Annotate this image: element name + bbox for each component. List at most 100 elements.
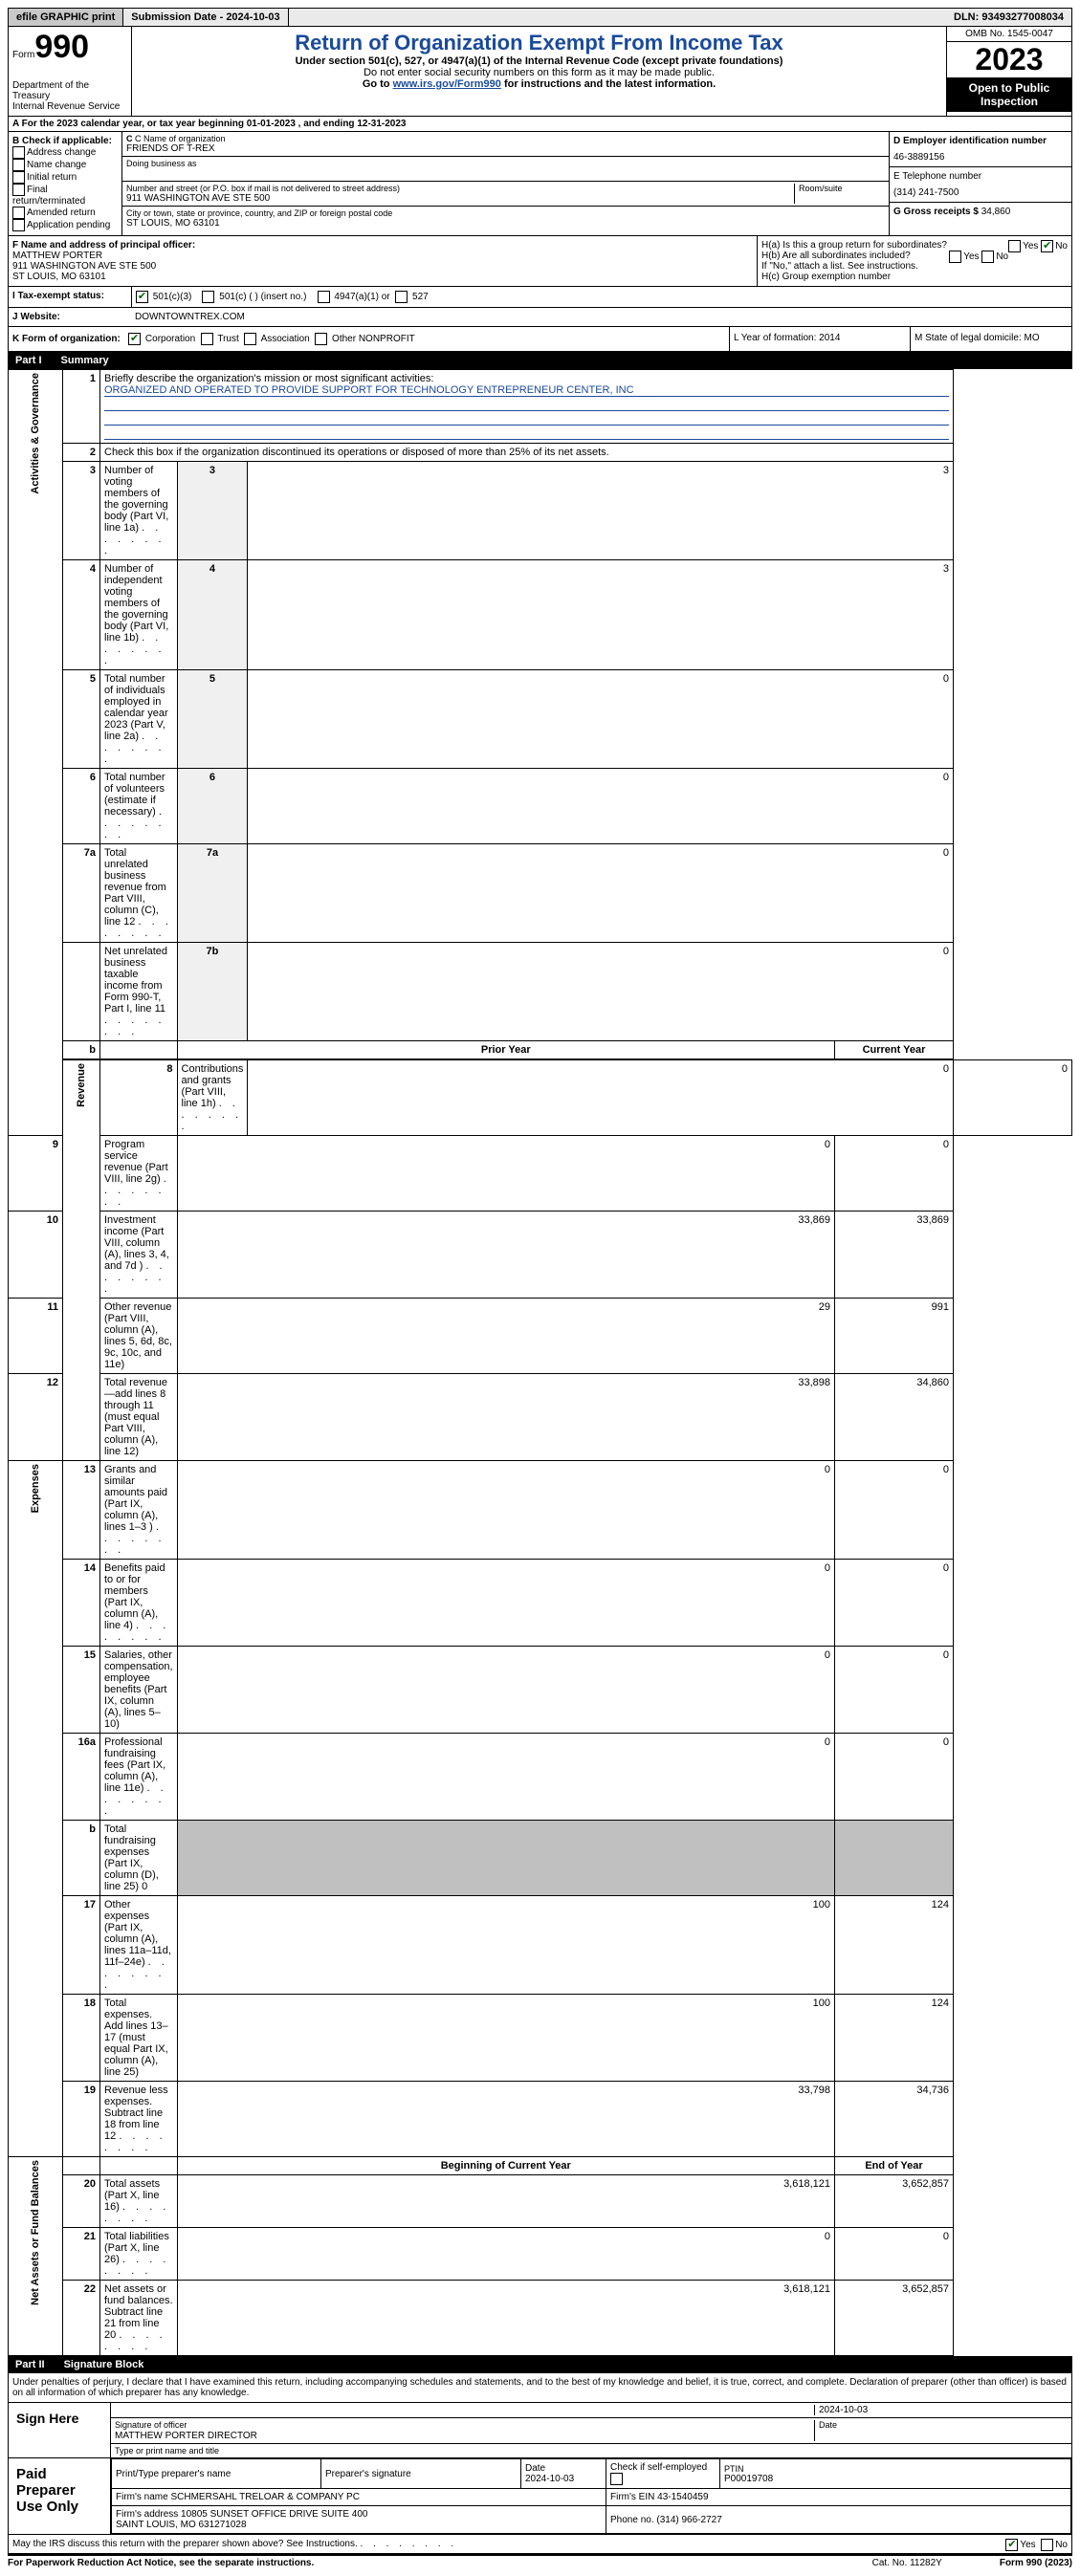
cb-final-return[interactable] (12, 184, 25, 196)
hc-label: H(c) Group exemption number (761, 272, 1068, 282)
cb-other[interactable] (315, 333, 327, 345)
room-label: Room/suite (799, 184, 885, 193)
date-lbl: Date (814, 2420, 1068, 2441)
submission-date: Submission Date - 2024-10-03 (123, 9, 288, 26)
cb-4947[interactable] (318, 291, 330, 303)
prep-date: Date 2024-10-03 (521, 2459, 606, 2489)
street-label: Number and street (or P.O. box if mail i… (126, 184, 794, 193)
omb: OMB No. 1545-0047 (947, 27, 1071, 42)
dln: DLN: 93493277008034 (946, 9, 1071, 26)
goto-link[interactable]: www.irs.gov/Form990 (393, 78, 501, 90)
part1-num: Part I (15, 355, 42, 366)
subtitle-1: Under section 501(c), 527, or 4947(a)(1)… (136, 55, 942, 67)
cb-501c[interactable] (202, 291, 214, 303)
summary-table: Activities & Governance 1 Briefly descri… (8, 369, 1072, 2356)
cb-ha-no[interactable] (1041, 240, 1053, 252)
val3: 3 (248, 462, 954, 560)
side-exp: Expenses (30, 1464, 41, 1513)
form-number: 990 (34, 29, 89, 65)
part2-title: Signature Block (64, 2359, 144, 2370)
sig-date: 2024-10-03 (814, 2405, 1068, 2415)
goto-prefix: Go to (363, 78, 393, 90)
efile-print[interactable]: efile GRAPHIC print (9, 9, 123, 26)
f-label: F Name and address of principal officer: (12, 240, 195, 251)
website[interactable]: DOWNTOWNTREX.COM (131, 308, 249, 326)
officer-name: MATTHEW PORTER DIRECTOR (115, 2431, 257, 2441)
discuss-row: May the IRS discuss this return with the… (8, 2535, 1072, 2554)
sign-here: Sign Here (9, 2403, 111, 2457)
dept: Department of the Treasury Internal Reve… (12, 80, 127, 112)
name-label: C C Name of organization (126, 134, 885, 143)
declaration: Under penalties of perjury, I declare th… (8, 2373, 1072, 2403)
cb-hb-no[interactable] (981, 251, 994, 263)
firm-phone: (314) 966-2727 (656, 2515, 721, 2525)
gross-label: G Gross receipts $ (893, 207, 981, 217)
cb-discuss-yes[interactable] (1005, 2539, 1018, 2551)
cb-hb-yes[interactable] (949, 251, 961, 263)
i-label: I Tax-exempt status: (12, 291, 104, 301)
cb-501c3[interactable] (136, 291, 148, 303)
cb-app-pending[interactable] (12, 219, 25, 231)
val5: 0 (248, 670, 954, 769)
gross: 34,860 (981, 207, 1011, 217)
val4: 3 (248, 560, 954, 670)
hdr-beg: Beginning of Current Year (177, 2157, 834, 2175)
cb-discuss-no[interactable] (1041, 2539, 1053, 2551)
line16b: Total fundraising expenses (Part IX, col… (104, 1823, 159, 1892)
paid-preparer: Paid Preparer Use Only (9, 2458, 111, 2534)
k-label: K Form of organization: (12, 334, 121, 344)
form-label: Form (12, 50, 34, 60)
row-i: I Tax-exempt status: 501(c)(3) 501(c) ( … (8, 287, 1072, 308)
form-id: Form 990 (2023) (1000, 2558, 1072, 2568)
state-domicile: M State of legal domicile: MO (911, 327, 1071, 351)
cat-no: Cat. No. 11282Y (872, 2558, 942, 2568)
line2: Check this box if the organization disco… (104, 447, 609, 458)
city-label: City or town, state or province, country… (126, 208, 885, 218)
side-net: Net Assets or Fund Balances (30, 2160, 41, 2305)
j-label: J Website: (12, 312, 60, 322)
line1-val: ORGANIZED AND OPERATED TO PROVIDE SUPPOR… (104, 384, 949, 397)
part1-title: Summary (61, 355, 109, 366)
line11: Other revenue (Part VIII, column (A), li… (104, 1301, 172, 1370)
firm-name: SCHMERSAHL TRELOAR & COMPANY PC (170, 2492, 359, 2502)
cb-address-change[interactable] (12, 146, 25, 159)
part2-num: Part II (15, 2359, 45, 2370)
dba-label: Doing business as (126, 159, 885, 168)
cb-ha-yes[interactable] (1008, 240, 1021, 252)
sig-officer-lbl: Signature of officer (115, 2420, 187, 2430)
line1-label: Briefly describe the organization's miss… (104, 373, 433, 384)
cb-name-change[interactable] (12, 159, 25, 171)
hdr-end: End of Year (835, 2157, 954, 2175)
line12: Total revenue—add lines 8 through 11 (mu… (104, 1377, 167, 1457)
cb-trust[interactable] (201, 333, 213, 345)
cb-assoc[interactable] (244, 333, 256, 345)
phone: (314) 241-7500 (893, 187, 1068, 198)
hdr-curr: Current Year (835, 1041, 954, 1060)
form-title: Return of Organization Exempt From Incom… (136, 31, 942, 55)
phone-label: E Telephone number (893, 171, 981, 182)
prep-sig-lbl: Preparer's signature (321, 2459, 521, 2489)
subtitle-2: Do not enter social security numbers on … (136, 67, 942, 78)
part2-header: Part II Signature Block (8, 2356, 1072, 2373)
entity-block: B Check if applicable: Address change Na… (8, 132, 1072, 236)
val7b: 0 (248, 943, 954, 1041)
line7b: Net unrelated business taxable income fr… (104, 946, 167, 1015)
cb-initial-return[interactable] (12, 171, 25, 184)
part1-header: Part I Summary (8, 352, 1072, 369)
line9: Program service revenue (Part VIII, line… (104, 1139, 168, 1185)
paperwork-notice: For Paperwork Reduction Act Notice, see … (8, 2558, 314, 2568)
cb-527[interactable] (395, 291, 408, 303)
line18: Total expenses. Add lines 13–17 (must eq… (104, 1997, 168, 2078)
hdr-prior: Prior Year (177, 1041, 834, 1060)
hb-label: H(b) Are all subordinates included? (761, 251, 911, 261)
row-k: K Form of organization: Corporation Trus… (8, 327, 1072, 352)
type-name: Type or print name and title (111, 2444, 1071, 2457)
cb-self-emp[interactable] (610, 2473, 623, 2485)
ein: 46-3889156 (893, 152, 1068, 163)
form-header: Form990 Department of the Treasury Inter… (8, 27, 1072, 117)
cb-corp[interactable] (128, 333, 141, 345)
cb-amended[interactable] (12, 207, 25, 219)
paid-preparer-block: Paid Preparer Use Only Print/Type prepar… (8, 2458, 1072, 2535)
row-a: A For the 2023 calendar year, or tax yea… (8, 117, 1072, 132)
tax-year: 2023 (947, 42, 1071, 77)
